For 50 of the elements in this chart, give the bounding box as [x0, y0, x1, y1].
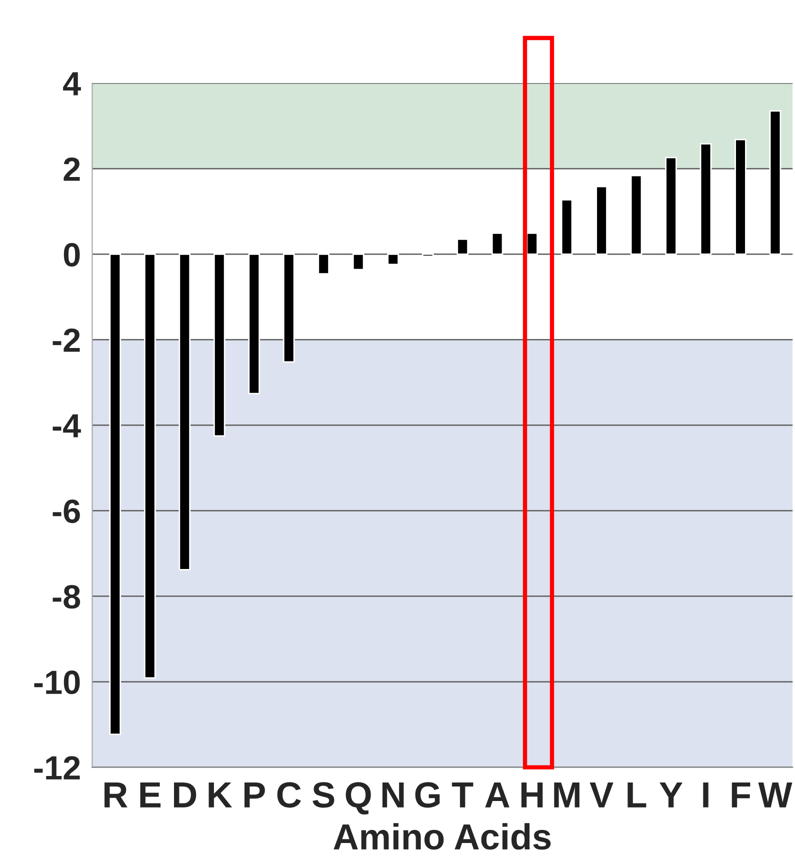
bar	[318, 253, 330, 275]
bar	[422, 253, 434, 258]
bar	[456, 238, 468, 255]
bar	[491, 232, 504, 255]
bar	[352, 253, 364, 270]
x-tick-label: K	[208, 782, 232, 808]
bar	[560, 199, 573, 255]
y-tick-label: -4	[52, 414, 81, 438]
x-tick-label: M	[554, 782, 580, 808]
x-tick-label: Q	[346, 782, 371, 814]
x-tick-label: W	[758, 782, 792, 808]
bar	[213, 253, 226, 437]
x-tick-label: I	[703, 782, 708, 808]
x-tick-label: L	[628, 782, 646, 808]
bar	[734, 138, 746, 255]
x-tick-label: E	[140, 782, 161, 808]
bar	[248, 253, 260, 394]
x-tick-label: T	[452, 782, 474, 808]
y-tick-label: -12	[34, 756, 80, 780]
x-tick-label: V	[590, 782, 614, 808]
x-tick-label: S	[312, 782, 334, 808]
bar	[665, 156, 677, 255]
bar	[769, 110, 782, 255]
y-tick-label: 4	[63, 72, 81, 96]
bar	[109, 253, 122, 736]
x-tick-label: N	[382, 782, 404, 808]
x-tick-label: G	[415, 782, 440, 808]
bar	[387, 253, 399, 266]
x-tick-label: D	[174, 782, 196, 808]
bar	[596, 186, 608, 255]
bar	[526, 232, 538, 255]
x-tick-label: P	[244, 782, 265, 808]
y-tick-label: -10	[34, 670, 80, 694]
y-tick-label: -2	[52, 328, 80, 352]
y-tick-label: 0	[64, 242, 80, 267]
x-tick-label: A	[485, 782, 510, 808]
x-tick-label: Y	[660, 782, 682, 808]
bar	[630, 174, 642, 255]
x-axis-title: Amino Acids	[334, 823, 551, 850]
bar	[144, 253, 156, 679]
y-tick-label: -8	[52, 585, 80, 609]
bar	[700, 143, 712, 255]
y-tick-label: -6	[52, 500, 80, 524]
bar	[282, 253, 295, 363]
x-tick-label: H	[521, 782, 543, 808]
x-tick-label: R	[104, 782, 128, 808]
bar	[178, 253, 191, 570]
x-tick-label: F	[732, 782, 750, 808]
y-tick-label: 2	[64, 157, 80, 181]
x-tick-label: C	[277, 782, 301, 808]
